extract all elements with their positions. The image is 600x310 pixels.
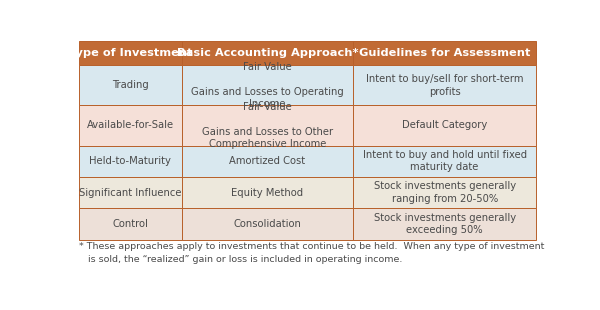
Text: Type of Investment: Type of Investment <box>68 48 192 58</box>
Text: Control: Control <box>112 219 148 229</box>
Bar <box>353 41 536 65</box>
Bar <box>79 41 182 65</box>
Text: Significant Influence: Significant Influence <box>79 188 182 198</box>
Bar <box>182 208 353 240</box>
Text: is sold, the “realized” gain or loss is included in operating income.: is sold, the “realized” gain or loss is … <box>79 255 402 264</box>
Bar <box>182 41 353 65</box>
Bar <box>79 146 182 177</box>
Text: * These approaches apply to investments that continue to be held.  When any type: * These approaches apply to investments … <box>79 242 544 251</box>
Text: Amortized Cost: Amortized Cost <box>229 156 305 166</box>
Bar <box>182 105 353 146</box>
Bar <box>353 177 536 208</box>
Text: Intent to buy/sell for short-term
profits: Intent to buy/sell for short-term profit… <box>366 74 523 96</box>
Text: Fair Value

Gains and Losses to Operating
Income: Fair Value Gains and Losses to Operating… <box>191 62 344 109</box>
Text: Stock investments generally
exceeding 50%: Stock investments generally exceeding 50… <box>374 213 516 235</box>
Text: Guidelines for Assessment: Guidelines for Assessment <box>359 48 530 58</box>
Text: Held-to-Maturity: Held-to-Maturity <box>89 156 171 166</box>
Text: Available-for-Sale: Available-for-Sale <box>87 121 174 131</box>
Bar <box>353 146 536 177</box>
Text: Default Category: Default Category <box>402 121 487 131</box>
Text: Consolidation: Consolidation <box>233 219 301 229</box>
Bar <box>353 105 536 146</box>
Bar <box>79 65 182 105</box>
Bar <box>353 65 536 105</box>
Text: Intent to buy and hold until fixed
maturity date: Intent to buy and hold until fixed matur… <box>362 150 527 172</box>
Text: Trading: Trading <box>112 80 149 90</box>
Text: Basic Accounting Approach*: Basic Accounting Approach* <box>177 48 358 58</box>
Bar <box>79 208 182 240</box>
Bar <box>79 105 182 146</box>
Text: Stock investments generally
ranging from 20-50%: Stock investments generally ranging from… <box>374 181 516 204</box>
Bar <box>182 146 353 177</box>
Bar <box>79 177 182 208</box>
Text: Equity Method: Equity Method <box>232 188 304 198</box>
Bar <box>182 177 353 208</box>
Bar <box>182 65 353 105</box>
Bar <box>353 208 536 240</box>
Text: Fair Value

Gains and Losses to Other
Comprehensive Income: Fair Value Gains and Losses to Other Com… <box>202 102 333 149</box>
